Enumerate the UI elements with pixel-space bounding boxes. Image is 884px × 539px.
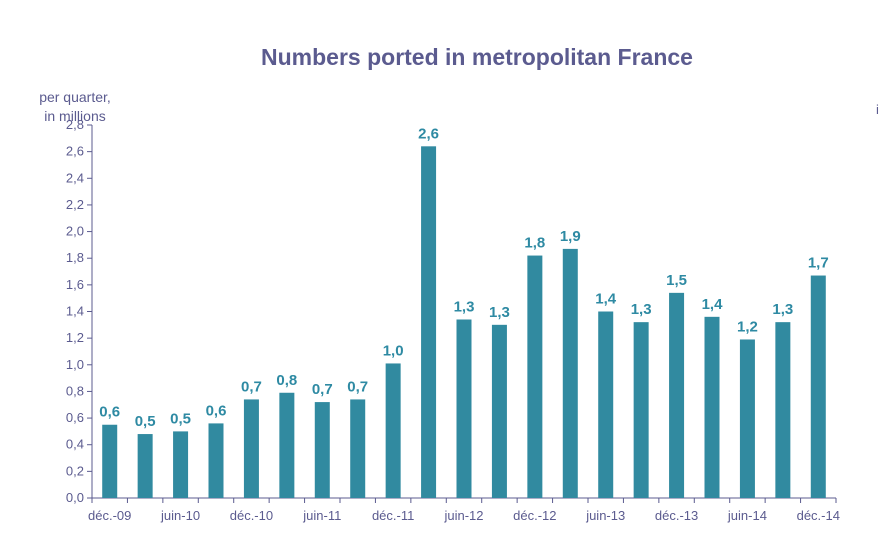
y-tick-label: 1,4 bbox=[66, 304, 84, 319]
data-label: 1,8 bbox=[524, 235, 545, 252]
data-label: 0,5 bbox=[170, 410, 191, 427]
y-tick-label: 2,2 bbox=[66, 197, 84, 212]
y-tick-label: 2,4 bbox=[66, 170, 84, 185]
y-tick-label: 0,0 bbox=[66, 490, 84, 505]
bar bbox=[491, 324, 507, 498]
y-tick-label: 0,8 bbox=[66, 383, 84, 398]
data-label: 1,3 bbox=[454, 298, 475, 315]
data-label: 1,9 bbox=[560, 228, 581, 245]
bar bbox=[633, 322, 649, 498]
data-label: 1,5 bbox=[666, 272, 687, 289]
bar bbox=[562, 248, 578, 498]
bar bbox=[421, 146, 437, 499]
y-tick-label: 0,4 bbox=[66, 437, 84, 452]
bar bbox=[279, 392, 295, 498]
bar bbox=[102, 424, 118, 498]
y-tick-label: 1,0 bbox=[66, 357, 84, 372]
y-axis-label-line-2: in millions bbox=[44, 108, 106, 124]
data-label: 0,6 bbox=[99, 404, 120, 421]
stray-text-mark: i bbox=[876, 102, 879, 117]
bar bbox=[669, 292, 685, 498]
bar bbox=[456, 319, 472, 498]
y-tick-label: 1,6 bbox=[66, 277, 84, 292]
bar bbox=[314, 402, 330, 498]
data-label: 0,6 bbox=[206, 402, 227, 419]
x-tick-label: juin-11 bbox=[302, 508, 341, 523]
data-label: 1,3 bbox=[489, 304, 510, 321]
y-tick-label: 2,8 bbox=[66, 117, 84, 132]
bar bbox=[775, 322, 791, 498]
x-tick-label: déc.-11 bbox=[372, 508, 414, 523]
x-tick-label: déc.-13 bbox=[655, 508, 698, 523]
data-label: 2,6 bbox=[418, 125, 439, 142]
x-tick-label: déc.-09 bbox=[88, 508, 131, 523]
data-label: 1,3 bbox=[772, 301, 793, 318]
y-tick-label: 1,2 bbox=[66, 330, 84, 345]
x-tick-label: déc.-14 bbox=[797, 508, 840, 523]
y-tick-label: 0,2 bbox=[66, 463, 84, 478]
bar bbox=[810, 275, 826, 498]
data-label: 0,7 bbox=[312, 381, 333, 398]
chart-title: Numbers ported in metropolitan France bbox=[261, 44, 693, 70]
bar bbox=[598, 311, 614, 498]
data-label: 0,5 bbox=[135, 413, 156, 430]
bar bbox=[704, 316, 720, 498]
data-label: 0,7 bbox=[347, 378, 368, 395]
data-label: 1,4 bbox=[595, 291, 617, 308]
bar bbox=[173, 431, 189, 498]
x-tick-label: juin-10 bbox=[160, 508, 200, 523]
bar bbox=[739, 339, 755, 498]
bar bbox=[243, 399, 259, 498]
y-axis-label-line-1: per quarter, bbox=[39, 89, 111, 105]
y-axis-label: per quarter, in millions bbox=[20, 88, 130, 126]
x-tick-label: juin-13 bbox=[585, 508, 625, 523]
data-label: 0,8 bbox=[276, 372, 297, 389]
data-label: 1,4 bbox=[702, 296, 724, 313]
y-tick-label: 0,6 bbox=[66, 410, 84, 425]
x-tick-label: juin-14 bbox=[727, 508, 767, 523]
data-label: 1,3 bbox=[631, 301, 652, 318]
bar bbox=[385, 363, 401, 498]
data-label: 1,2 bbox=[737, 318, 758, 335]
data-label: 1,7 bbox=[808, 255, 829, 272]
y-tick-label: 2,6 bbox=[66, 144, 84, 159]
x-tick-label: déc.-12 bbox=[513, 508, 556, 523]
x-tick-label: déc.-10 bbox=[230, 508, 273, 523]
bar bbox=[137, 434, 153, 498]
y-tick-label: 2,0 bbox=[66, 224, 84, 239]
data-label: 0,7 bbox=[241, 378, 262, 395]
bar bbox=[208, 423, 224, 498]
x-tick-label: juin-12 bbox=[443, 508, 483, 523]
bar bbox=[350, 399, 366, 498]
bar bbox=[527, 255, 543, 498]
data-label: 1,0 bbox=[383, 342, 404, 359]
y-tick-label: 1,8 bbox=[66, 250, 84, 265]
